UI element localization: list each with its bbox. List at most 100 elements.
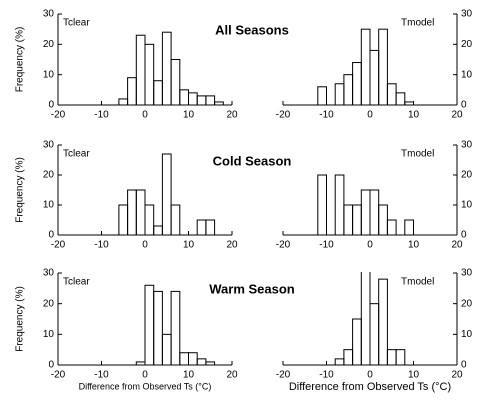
annotation: Tmodel	[401, 149, 434, 160]
bar	[395, 92, 406, 105]
bar	[196, 219, 207, 235]
bar	[317, 174, 327, 235]
x-tick-label: 20	[451, 370, 463, 381]
bar	[343, 349, 354, 365]
bar	[161, 333, 172, 365]
bars	[334, 272, 406, 365]
bar	[135, 361, 146, 365]
bar	[144, 284, 155, 365]
y-tick-label: 0	[461, 360, 467, 371]
annotation: Tclear	[63, 149, 90, 160]
x-tick-label: 0	[142, 110, 148, 121]
x-tick-label: 20	[226, 370, 238, 381]
bar	[161, 153, 172, 235]
y-tick-label: 30	[461, 268, 473, 279]
bar	[360, 272, 371, 365]
y-tick-label: 0	[48, 230, 54, 241]
y-tick-label: 20	[461, 170, 473, 181]
y-tick-label: 10	[461, 329, 473, 340]
bar	[179, 89, 190, 105]
bar	[343, 204, 354, 235]
bars	[317, 28, 414, 105]
bar	[378, 204, 388, 235]
bar	[386, 349, 397, 365]
x-tick-label: -20	[51, 110, 66, 121]
bar	[386, 83, 397, 105]
panel-title: All Seasons	[215, 22, 289, 37]
x-tick-label: 10	[183, 240, 195, 251]
y-tick-label: 10	[43, 200, 55, 211]
bar	[369, 189, 380, 235]
x-tick-label: 10	[408, 240, 420, 251]
bar	[196, 95, 207, 105]
bar	[170, 204, 181, 235]
y-axis-label: Frequency (%)	[15, 157, 26, 223]
bar	[205, 361, 216, 365]
x-tick-label: -10	[319, 110, 334, 121]
y-tick-label: 30	[43, 268, 55, 279]
y-tick-label: 30	[43, 140, 55, 151]
bar	[188, 92, 198, 105]
x-axis-label: Difference from Observed Ts (°C)	[79, 381, 212, 391]
bar	[118, 204, 129, 235]
y-tick-label: 10	[461, 69, 473, 80]
y-tick-label: 10	[43, 69, 55, 80]
x-tick-label: -20	[51, 370, 66, 381]
y-tick-label: 10	[461, 200, 473, 211]
x-tick-label: 0	[367, 110, 373, 121]
bar	[404, 101, 414, 105]
x-tick-label: -20	[51, 240, 66, 251]
bar	[352, 62, 362, 105]
bar	[386, 219, 397, 235]
bars	[135, 284, 216, 365]
panel: -20 -10 0 10 20 0 10 20 30 Tclear Cold Season Frequ…	[15, 140, 292, 251]
x-tick-label: 0	[142, 370, 148, 381]
bar	[317, 86, 327, 105]
bar	[135, 34, 146, 105]
x-tick-label: -20	[276, 110, 291, 121]
x-tick-label: 0	[142, 240, 148, 251]
y-tick-label: 0	[48, 360, 54, 371]
bar	[343, 74, 354, 105]
y-tick-label: 30	[43, 9, 55, 20]
panel: -20 -10 0 10 20 0 10 20 30 Tclear All Seasons Frequ…	[15, 9, 289, 121]
y-tick-label: 0	[461, 230, 467, 241]
x-axis-label: Difference from Observed Ts (°C)	[289, 381, 451, 393]
x-tick-label: 20	[226, 110, 238, 121]
y-tick-label: 0	[48, 100, 54, 111]
bars	[118, 153, 216, 235]
bar	[205, 219, 216, 235]
bar	[214, 101, 224, 105]
x-tick-label: -10	[94, 110, 109, 121]
x-tick-label: -10	[319, 370, 334, 381]
x-tick-label: 20	[451, 240, 463, 251]
y-tick-label: 10	[43, 329, 55, 340]
x-tick-label: 20	[451, 110, 463, 121]
x-tick-label: 10	[408, 370, 420, 381]
x-tick-label: 10	[183, 370, 195, 381]
x-tick-label: -10	[94, 240, 109, 251]
bar	[395, 349, 406, 365]
x-tick-label: 20	[226, 240, 238, 251]
bar	[144, 43, 155, 105]
annotation: Tclear	[63, 18, 90, 29]
bar	[378, 278, 388, 365]
y-tick-label: 20	[461, 39, 473, 50]
bar	[369, 303, 380, 365]
bars	[317, 174, 414, 235]
y-tick-label: 20	[43, 298, 55, 309]
bar	[153, 80, 163, 105]
bars	[118, 31, 224, 105]
annotation: Tmodel	[401, 277, 434, 288]
bar	[135, 189, 146, 235]
x-tick-label: 0	[367, 240, 373, 251]
bar	[170, 59, 181, 105]
y-axis-label: Frequency (%)	[15, 27, 26, 93]
annotation: Tmodel	[401, 18, 434, 29]
x-tick-label: -10	[319, 240, 334, 251]
bar	[118, 98, 129, 105]
